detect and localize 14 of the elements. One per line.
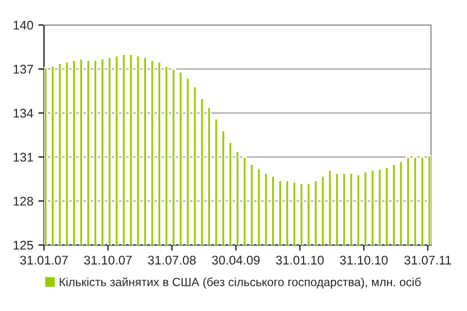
x-tick-label: 31.10.07: [84, 256, 132, 265]
x-tick-label: 31.10.10: [340, 256, 388, 265]
y-tick-label: 134: [14, 108, 34, 118]
x-tick-label: 30.04.09: [212, 256, 260, 265]
y-tick-label: 137: [14, 64, 33, 74]
legend-label: Кількість зайнятих в США (без сільського господарства), млн. осіб: [60, 277, 421, 289]
x-tick-label: 31.01.10: [276, 256, 324, 265]
y-tick-label: 125: [14, 240, 34, 250]
y-tick-label: 128: [14, 196, 34, 206]
x-tick-label: 31.07.08: [148, 256, 196, 265]
y-tick-label: 140: [14, 20, 34, 30]
y-tick-label: 131: [14, 152, 33, 162]
x-tick-label: 31.07.11: [404, 256, 452, 265]
x-tick-label: 31.01.07: [20, 256, 68, 265]
